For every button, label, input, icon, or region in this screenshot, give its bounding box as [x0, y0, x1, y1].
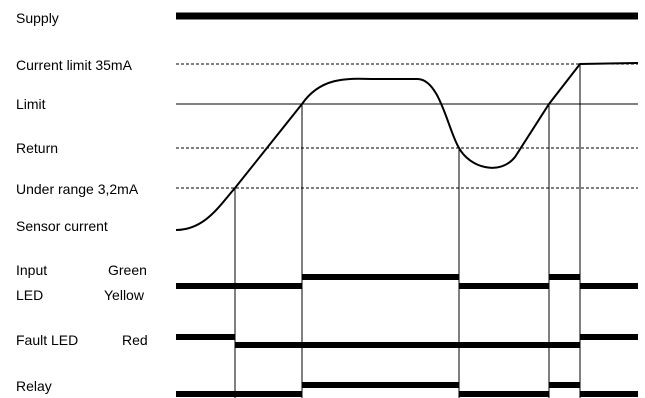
input-label: Input: [16, 262, 48, 278]
input-led-signal: [176, 274, 638, 289]
supply-label: Supply: [16, 10, 59, 26]
relay-signal: [176, 382, 638, 397]
red-label: Red: [122, 332, 148, 348]
green-label: Green: [108, 262, 147, 278]
return-label: Return: [16, 140, 59, 156]
current-limit-label: Current limit 35mA: [16, 57, 132, 73]
fault-led-label: Fault LED: [16, 332, 79, 348]
relay-label: Relay: [16, 378, 52, 394]
fault-led-signal: [176, 334, 638, 348]
sensor-current-curve: [175, 62, 639, 231]
under-range-label: Under range 3,2mA: [16, 181, 139, 197]
yellow-label: Yellow: [104, 287, 144, 303]
sensor-current-label: Sensor current: [16, 218, 108, 234]
led-label: LED: [16, 287, 44, 303]
limit-label: Limit: [16, 96, 46, 112]
